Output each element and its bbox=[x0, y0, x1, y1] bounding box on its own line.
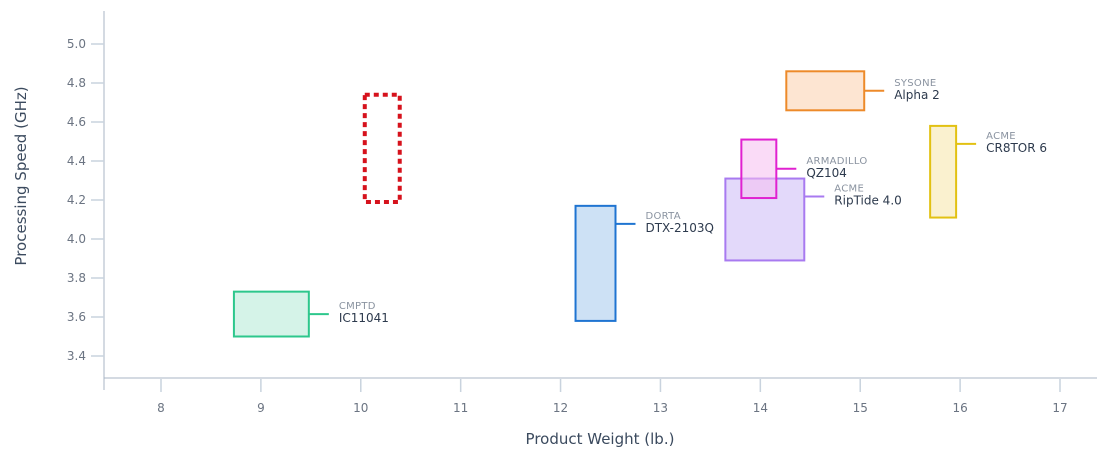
y-tick-label: 3.4 bbox=[67, 349, 86, 363]
x-tick-label: 13 bbox=[653, 401, 668, 415]
box-rect[interactable] bbox=[362, 92, 402, 204]
model-label: IC11041 bbox=[339, 311, 389, 325]
y-axis: 3.4 3.6 3.8 4.0 4.2 4.4 4.6 4.8 5.0 bbox=[67, 11, 105, 390]
y-tick-label: 4.8 bbox=[67, 76, 86, 90]
box-rect[interactable] bbox=[574, 204, 617, 322]
y-tick-label: 5.0 bbox=[67, 37, 86, 51]
box-rect[interactable] bbox=[785, 70, 866, 112]
model-label: DTX-2103Q bbox=[645, 221, 714, 235]
y-tick-label: 4.0 bbox=[67, 232, 86, 246]
brand-label: CMPTD bbox=[339, 301, 376, 312]
x-tick-label: 14 bbox=[753, 401, 768, 415]
brand-label: DORTA bbox=[645, 211, 680, 222]
brand-label: SYSONE bbox=[894, 78, 936, 89]
x-axis: 8 9 10 11 12 13 14 15 16 17 bbox=[104, 377, 1097, 415]
x-tick-label: 11 bbox=[453, 401, 468, 415]
model-label: CR8TOR 6 bbox=[986, 141, 1047, 155]
range-box-highlight[interactable] bbox=[362, 92, 402, 204]
x-tick-label: 12 bbox=[553, 401, 568, 415]
y-axis-title: Processing Speed (GHz) bbox=[12, 86, 30, 265]
x-tick-label: 16 bbox=[952, 401, 967, 415]
box-rect[interactable] bbox=[232, 290, 310, 338]
x-axis-title: Product Weight (lb.) bbox=[526, 430, 675, 448]
brand-label: ARMADILLO bbox=[806, 156, 867, 167]
y-tick-label: 4.4 bbox=[67, 154, 86, 168]
y-tick-label: 3.6 bbox=[67, 310, 86, 324]
box-rect[interactable] bbox=[929, 124, 958, 219]
box-rect[interactable] bbox=[740, 138, 778, 200]
brand-label: ACME bbox=[986, 131, 1016, 142]
x-tick-label: 8 bbox=[157, 401, 165, 415]
y-tick-label: 3.8 bbox=[67, 271, 86, 285]
x-tick-label: 15 bbox=[853, 401, 868, 415]
x-tick-label: 9 bbox=[257, 401, 265, 415]
brand-label: ACME bbox=[834, 184, 864, 195]
model-label: QZ104 bbox=[806, 166, 847, 180]
y-tick-label: 4.2 bbox=[67, 193, 86, 207]
model-label: RipTide 4.0 bbox=[834, 194, 901, 208]
model-label: Alpha 2 bbox=[894, 88, 940, 102]
y-tick-label: 4.6 bbox=[67, 115, 86, 129]
x-tick-label: 17 bbox=[1052, 401, 1067, 415]
x-tick-label: 10 bbox=[353, 401, 368, 415]
